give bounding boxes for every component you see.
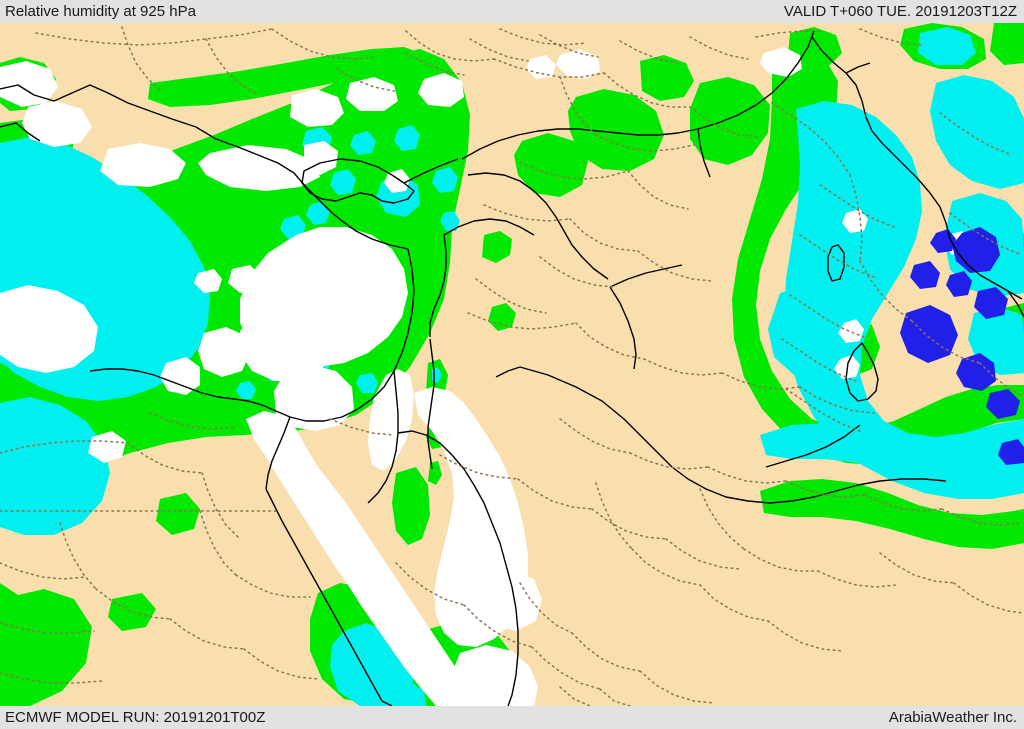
humidity-map-svg [0, 23, 1024, 706]
admin-border-layer [0, 26, 1024, 706]
coastline-layer [0, 30, 1024, 706]
valid-time-label: VALID T+060 TUE. 20191203T12Z [783, 3, 1017, 20]
model-run-label: ECMWF MODEL RUN: 20191201T00Z [5, 709, 266, 726]
map-canvas[interactable] [0, 23, 1024, 706]
provider-label: ArabiaWeather Inc. [888, 709, 1017, 726]
humidity-band-blue [900, 227, 1024, 465]
page-title: Relative humidity at 925 hPa [5, 3, 196, 20]
humidity-band-white [0, 47, 970, 706]
header-bar: Relative humidity at 925 hPa VALID T+060… [0, 0, 1024, 23]
footer-bar: ECMWF MODEL RUN: 20191201T00Z ArabiaWeat… [0, 706, 1024, 729]
